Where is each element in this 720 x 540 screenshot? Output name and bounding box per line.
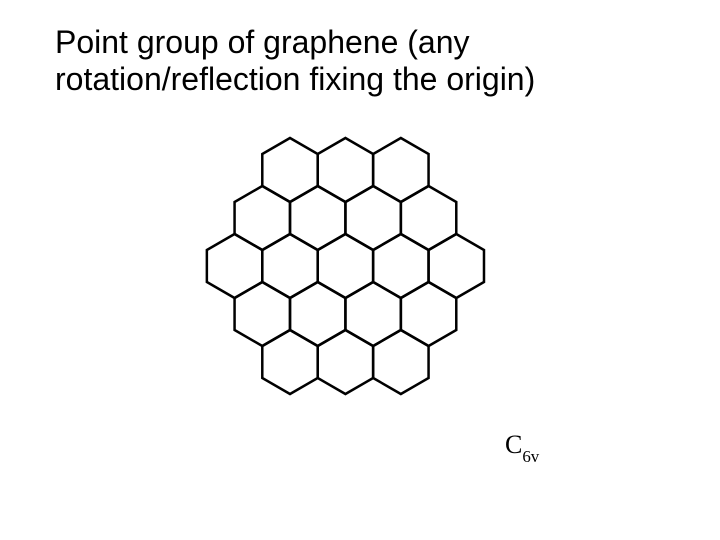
- hexagon-cell: [207, 234, 262, 298]
- symbol-base: C: [505, 430, 522, 459]
- hexagon-cell: [290, 282, 345, 346]
- hexagon-cell: [290, 186, 345, 250]
- hexagon-cell: [373, 138, 428, 202]
- hexagon-cell: [318, 234, 373, 298]
- page-title: Point group of graphene (any rotation/re…: [55, 24, 665, 98]
- hexagon-cell: [235, 282, 290, 346]
- hexagon-cell: [401, 282, 456, 346]
- graphene-lattice: [155, 120, 495, 460]
- hexagon-cell: [429, 234, 484, 298]
- hexagon-cell: [318, 330, 373, 394]
- hexagon-cell: [345, 186, 400, 250]
- hexagon-cell: [373, 330, 428, 394]
- hexagon-cell: [262, 138, 317, 202]
- hexagon-cell: [262, 234, 317, 298]
- hexagon-cell: [373, 234, 428, 298]
- hexagon-cell: [345, 282, 400, 346]
- hexagon-cell: [235, 186, 290, 250]
- hexagon-cell: [262, 330, 317, 394]
- point-group-symbol: C6v: [505, 430, 539, 464]
- hexagon-cell: [318, 138, 373, 202]
- hexagon-cell: [401, 186, 456, 250]
- symbol-subscript: 6v: [522, 447, 539, 466]
